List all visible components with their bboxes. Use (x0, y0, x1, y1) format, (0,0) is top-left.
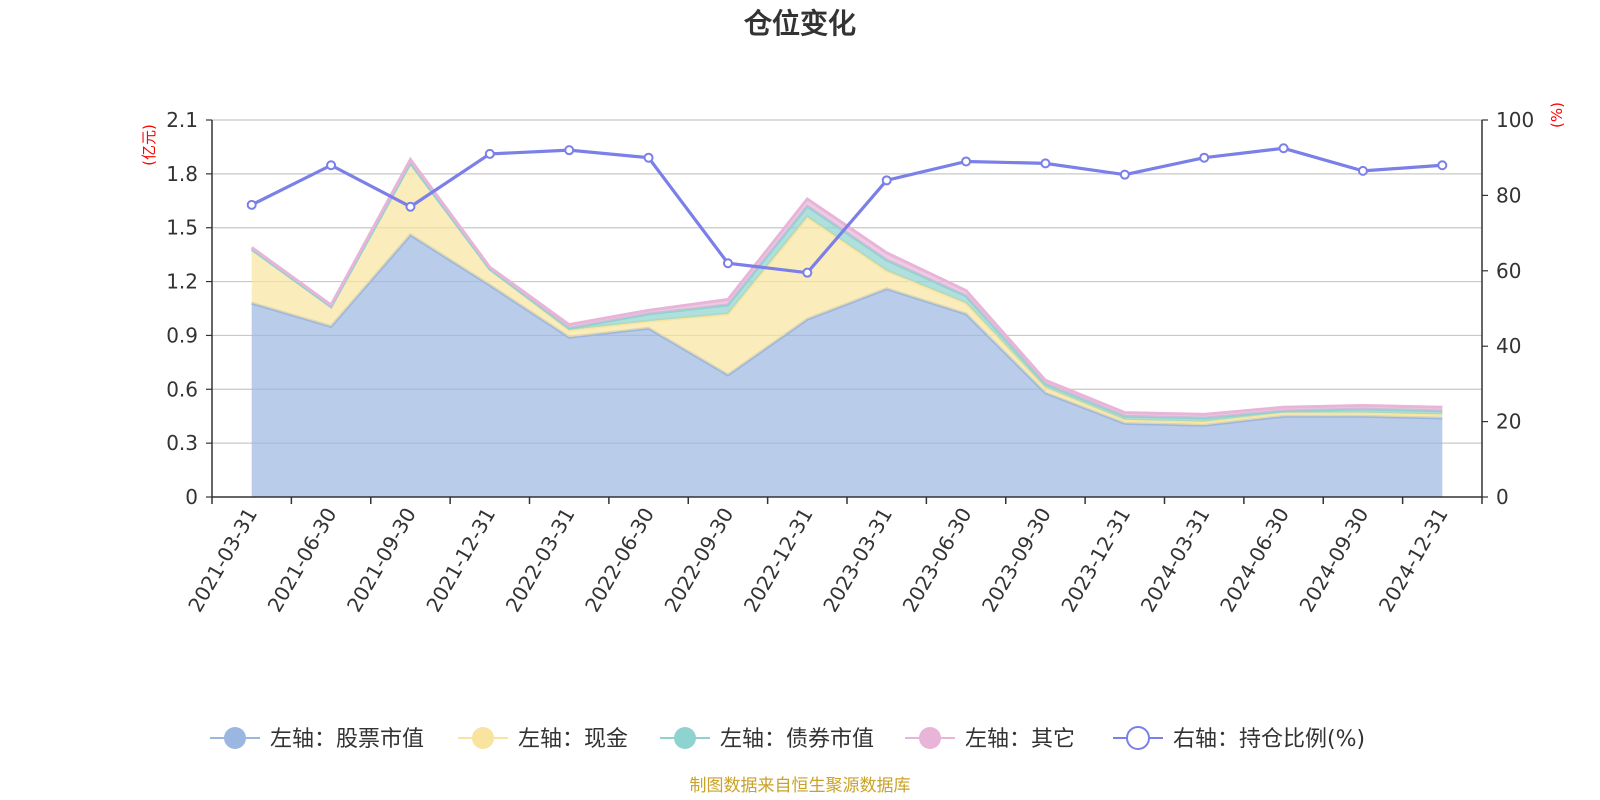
ratio-point (484, 148, 495, 159)
x-tick-label: 2023-12-31 (1056, 504, 1135, 617)
legend-marker (1126, 726, 1150, 750)
left-tick-label: 1.8 (166, 162, 198, 186)
left-tick-label: 2.1 (166, 108, 198, 132)
ratio-point (961, 156, 972, 167)
ratio-point (1278, 143, 1289, 154)
x-tick-label: 2022-06-30 (580, 504, 659, 617)
right-axis-unit: (%) (1548, 102, 1566, 128)
ratio-point (405, 201, 416, 212)
stacked-areas (250, 156, 1443, 497)
x-tick-label: 2021-12-31 (421, 504, 500, 617)
x-tick-label: 2021-09-30 (342, 504, 421, 617)
legend-label: 左轴：现金 (518, 727, 628, 752)
ratio-point (643, 152, 654, 163)
x-tick-label: 2024-06-30 (1215, 504, 1294, 617)
legend-label: 左轴：债券市值 (720, 727, 874, 752)
ratio-point (1119, 169, 1130, 180)
left-tick-label: 0.3 (166, 431, 198, 455)
ratio-point (1199, 152, 1210, 163)
chart-title: 仓位变化 (744, 7, 856, 40)
ratio-point (1437, 160, 1448, 171)
left-axis-unit: (亿元) (140, 124, 158, 166)
legend-marker (472, 727, 494, 749)
left-tick-label: 1.2 (166, 270, 198, 294)
right-tick-label: 0 (1496, 485, 1509, 509)
legend-label: 左轴：股票市值 (270, 727, 424, 752)
ratio-point (246, 199, 257, 210)
ratio-point (326, 160, 337, 171)
ratio-point (1040, 158, 1051, 169)
left-tick-label: 0.6 (166, 377, 198, 401)
x-tick-label: 2021-03-31 (183, 504, 262, 617)
x-tick-label: 2024-09-30 (1294, 504, 1373, 617)
area-左轴：股票市值 (251, 234, 1443, 497)
ratio-line (250, 146, 1443, 275)
left-tick-label: 0 (185, 485, 198, 509)
x-tick-label: 2022-03-31 (501, 504, 580, 617)
ratio-point (802, 267, 813, 278)
left-tick-label: 1.5 (166, 216, 198, 240)
ratio-point (1357, 165, 1368, 176)
x-tick-label: 2024-03-31 (1136, 504, 1215, 617)
legend-marker (674, 727, 696, 749)
right-tick-label: 40 (1496, 334, 1521, 358)
x-tick-label: 2023-09-30 (977, 504, 1056, 617)
right-tick-label: 100 (1496, 108, 1534, 132)
x-tick-label: 2024-12-31 (1374, 504, 1453, 617)
x-tick-label: 2023-06-30 (897, 504, 976, 617)
left-tick-label: 0.9 (166, 323, 198, 347)
ratio-line-layer (246, 143, 1448, 278)
area-左轴：现金 (251, 163, 1443, 426)
legend: 左轴：股票市值 左轴：现金 左轴：债券市值 左轴：其它 右轴：持仓比例(%) (210, 726, 1365, 752)
ratio-point (722, 258, 733, 269)
x-tick-label: 2021-06-30 (262, 504, 341, 617)
ratio-point (564, 145, 575, 156)
right-tick-label: 20 (1496, 410, 1521, 434)
legend-label: 右轴：持仓比例(%) (1173, 727, 1365, 752)
x-tick-label: 2022-12-31 (739, 504, 818, 617)
right-tick-label: 60 (1496, 259, 1521, 283)
source-note: 制图数据来自恒生聚源数据库 (690, 776, 911, 796)
legend-marker (919, 727, 941, 749)
legend-marker (224, 727, 246, 749)
x-tick-label: 2023-03-31 (818, 504, 897, 617)
right-tick-label: 80 (1496, 183, 1521, 207)
ratio-point (881, 175, 892, 186)
legend-label: 左轴：其它 (965, 727, 1075, 752)
x-tick-label: 2022-09-30 (659, 504, 738, 617)
